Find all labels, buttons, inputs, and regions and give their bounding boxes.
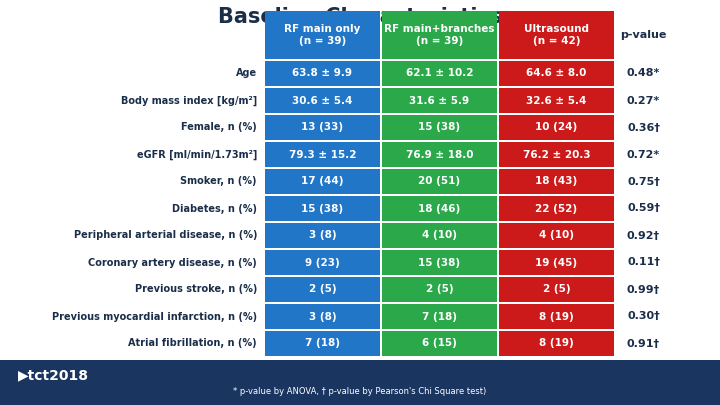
Text: Peripheral arterial disease, n (%): Peripheral arterial disease, n (%) <box>73 230 257 241</box>
Bar <box>265 88 380 113</box>
Text: Diabetes, n (%): Diabetes, n (%) <box>172 203 257 213</box>
Bar <box>382 142 497 167</box>
Text: 15 (38): 15 (38) <box>418 258 461 267</box>
Text: Body mass index [kg/m²]: Body mass index [kg/m²] <box>121 95 257 106</box>
Text: 2 (5): 2 (5) <box>309 284 336 294</box>
Text: 4 (10): 4 (10) <box>422 230 457 241</box>
Bar <box>382 61 497 86</box>
Bar <box>0 360 720 405</box>
Text: 3 (8): 3 (8) <box>309 230 336 241</box>
Text: 18 (46): 18 (46) <box>418 203 461 213</box>
Text: 64.6 ± 8.0: 64.6 ± 8.0 <box>526 68 587 79</box>
Text: 7 (18): 7 (18) <box>305 339 340 348</box>
Bar <box>382 115 497 140</box>
Text: 32.6 ± 5.4: 32.6 ± 5.4 <box>526 96 587 105</box>
Bar <box>265 115 380 140</box>
Text: 0.48*: 0.48* <box>627 68 660 79</box>
Bar <box>499 277 614 302</box>
Text: p-value: p-value <box>621 30 667 40</box>
Text: 31.6 ± 5.9: 31.6 ± 5.9 <box>410 96 469 105</box>
Bar <box>499 61 614 86</box>
Text: Ultrasound
(n = 42): Ultrasound (n = 42) <box>524 24 589 46</box>
Text: 13 (33): 13 (33) <box>302 122 343 132</box>
Text: Atrial fibrillation, n (%): Atrial fibrillation, n (%) <box>128 339 257 348</box>
Text: Previous myocardial infarction, n (%): Previous myocardial infarction, n (%) <box>52 311 257 322</box>
Bar <box>265 277 380 302</box>
Text: 2 (5): 2 (5) <box>426 284 454 294</box>
Bar <box>499 11 614 59</box>
Text: Previous stroke, n (%): Previous stroke, n (%) <box>135 284 257 294</box>
Text: 0.59†: 0.59† <box>627 203 660 213</box>
Text: Age: Age <box>236 68 257 79</box>
Bar <box>499 331 614 356</box>
Bar <box>382 304 497 329</box>
Bar <box>265 196 380 221</box>
Text: 0.72*: 0.72* <box>627 149 660 160</box>
Bar <box>265 304 380 329</box>
Text: 8 (19): 8 (19) <box>539 311 574 322</box>
Text: 18 (43): 18 (43) <box>536 177 577 186</box>
Text: 63.8 ± 9.9: 63.8 ± 9.9 <box>292 68 353 79</box>
Text: Baseline Characteristics: Baseline Characteristics <box>218 7 502 27</box>
Text: 0.75†: 0.75† <box>627 177 660 186</box>
Text: 19 (45): 19 (45) <box>536 258 577 267</box>
Bar <box>265 169 380 194</box>
Text: 0.99†: 0.99† <box>627 284 660 294</box>
Bar <box>499 223 614 248</box>
Bar <box>265 61 380 86</box>
Text: 76.9 ± 18.0: 76.9 ± 18.0 <box>406 149 473 160</box>
Text: 0.92†: 0.92† <box>627 230 660 241</box>
Text: 8 (19): 8 (19) <box>539 339 574 348</box>
Text: 15 (38): 15 (38) <box>418 122 461 132</box>
Text: Female, n (%): Female, n (%) <box>181 122 257 132</box>
Bar <box>382 88 497 113</box>
Text: ▶tct2018: ▶tct2018 <box>18 368 89 382</box>
Text: Coronary artery disease, n (%): Coronary artery disease, n (%) <box>89 258 257 267</box>
Text: RF main only
(n = 39): RF main only (n = 39) <box>284 24 361 46</box>
Bar <box>499 196 614 221</box>
Bar <box>499 169 614 194</box>
Text: 22 (52): 22 (52) <box>536 203 577 213</box>
Text: RF main+branches
(n = 39): RF main+branches (n = 39) <box>384 24 495 46</box>
Bar <box>265 223 380 248</box>
Bar <box>265 250 380 275</box>
Bar <box>499 115 614 140</box>
Text: Smoker, n (%): Smoker, n (%) <box>181 177 257 186</box>
Text: 6 (15): 6 (15) <box>422 339 457 348</box>
Bar <box>499 304 614 329</box>
Bar <box>382 223 497 248</box>
Bar <box>265 331 380 356</box>
Bar <box>382 331 497 356</box>
Bar <box>265 142 380 167</box>
Text: 62.1 ± 10.2: 62.1 ± 10.2 <box>406 68 473 79</box>
Text: 0.36†: 0.36† <box>627 122 660 132</box>
Text: 17 (44): 17 (44) <box>301 177 343 186</box>
Text: 4 (10): 4 (10) <box>539 230 574 241</box>
Bar <box>265 11 380 59</box>
Text: 30.6 ± 5.4: 30.6 ± 5.4 <box>292 96 353 105</box>
Text: 0.30†: 0.30† <box>627 311 660 322</box>
Text: 3 (8): 3 (8) <box>309 311 336 322</box>
Bar <box>499 142 614 167</box>
Text: 7 (18): 7 (18) <box>422 311 457 322</box>
Bar <box>499 88 614 113</box>
Bar <box>382 169 497 194</box>
Text: eGFR [ml/min/1.73m²]: eGFR [ml/min/1.73m²] <box>137 149 257 160</box>
Text: 20 (51): 20 (51) <box>418 177 461 186</box>
Text: 15 (38): 15 (38) <box>302 203 343 213</box>
Bar <box>382 196 497 221</box>
Text: 0.27*: 0.27* <box>627 96 660 105</box>
Bar <box>382 11 497 59</box>
Bar <box>499 250 614 275</box>
Text: 0.91†: 0.91† <box>627 339 660 348</box>
Text: 9 (23): 9 (23) <box>305 258 340 267</box>
Bar <box>382 277 497 302</box>
Text: 79.3 ± 15.2: 79.3 ± 15.2 <box>289 149 356 160</box>
Bar <box>382 250 497 275</box>
Text: 2 (5): 2 (5) <box>543 284 570 294</box>
Text: 10 (24): 10 (24) <box>536 122 577 132</box>
Text: 0.11†: 0.11† <box>627 258 660 267</box>
Text: 76.2 ± 20.3: 76.2 ± 20.3 <box>523 149 590 160</box>
Text: * p-value by ANOVA, † p-value by Pearson's Chi Square test): * p-value by ANOVA, † p-value by Pearson… <box>233 388 487 396</box>
